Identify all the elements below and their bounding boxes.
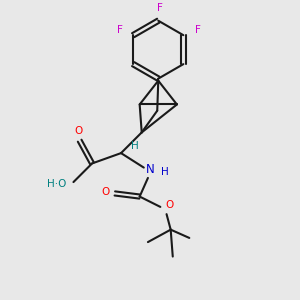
Text: F: F xyxy=(195,25,201,35)
Text: H: H xyxy=(130,141,138,151)
Text: N: N xyxy=(146,163,154,176)
Text: O: O xyxy=(74,126,83,136)
Text: O: O xyxy=(166,200,174,210)
Text: H·O: H·O xyxy=(47,179,67,189)
Text: H: H xyxy=(160,167,168,177)
Text: F: F xyxy=(117,25,123,35)
Text: O: O xyxy=(101,188,110,197)
Text: F: F xyxy=(158,3,163,13)
